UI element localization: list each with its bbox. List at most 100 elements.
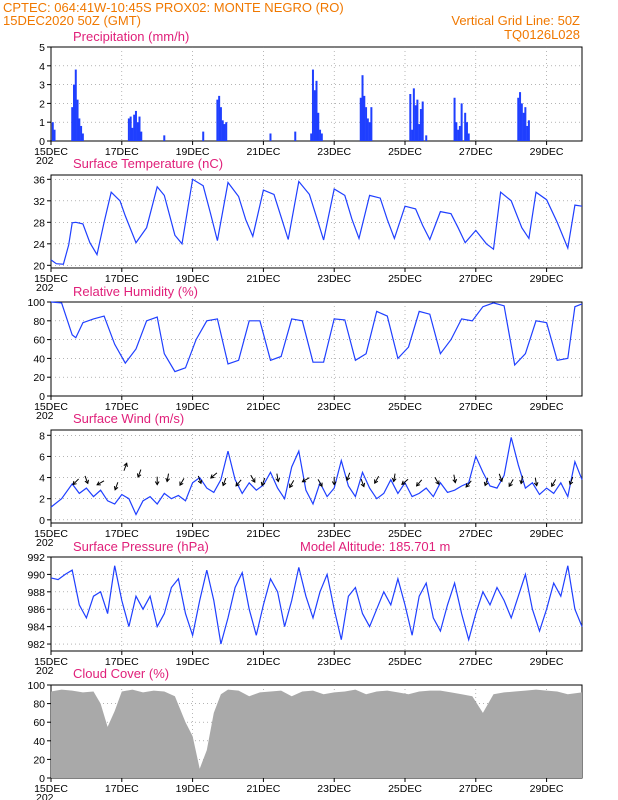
wind-arrow-shaft	[465, 480, 472, 488]
precipitation-bar	[416, 99, 419, 141]
pressure-xtick-label: 29DEC	[530, 656, 564, 668]
wind-arrow-head	[235, 482, 240, 487]
wind-title: Surface Wind (m/s)	[73, 411, 184, 426]
humidity-xtick-label: 17DEC	[105, 401, 139, 413]
pressure-xtick-label: 25DEC	[388, 656, 422, 668]
wind-arrow-head	[275, 477, 281, 483]
humidity-xtick-label: 25DEC	[388, 401, 422, 413]
precipitation-bar	[71, 107, 74, 141]
wind-arrow-head	[498, 477, 504, 483]
humidity-title: Relative Humidity (%)	[73, 284, 198, 299]
precipitation-title: Precipitation (mm/h)	[73, 29, 189, 44]
precipitation-bar	[464, 112, 467, 141]
cloud-cover-year-label: 202	[36, 792, 54, 800]
wind-arrow-head	[551, 482, 556, 488]
precipitation-bar	[320, 133, 323, 141]
humidity-series-line	[50, 301, 583, 373]
temperature-series-line	[50, 178, 583, 265]
temperature-ytick-label: 20	[33, 260, 45, 272]
wind-arrow-shaft	[569, 476, 574, 485]
wind-arrow-shaft	[484, 477, 489, 486]
wind-arrow-head	[96, 481, 101, 486]
wind-arrow-head	[123, 462, 128, 467]
wind-arrow	[96, 480, 105, 486]
wind-arrow	[136, 469, 142, 479]
wind-arrow-head	[568, 480, 574, 486]
wind-year-label: 202	[36, 537, 54, 549]
precipitation-ytick-label: 1	[39, 117, 45, 129]
wind-arrow-shaft	[261, 477, 266, 486]
wind-arrow-head	[289, 483, 294, 489]
pressure-series-line	[50, 565, 583, 645]
wind-arrow-shaft	[123, 463, 128, 471]
temperature-xtick-label: 21DEC	[246, 273, 280, 285]
precipitation-bar	[363, 95, 366, 141]
wind-arrow	[197, 475, 203, 485]
pressure-ytick-label: 984	[27, 622, 45, 634]
humidity-xtick-label: 27DEC	[459, 401, 493, 413]
precipitation-bar	[269, 133, 272, 141]
wind-series-line	[50, 437, 583, 516]
precipitation-bar	[458, 125, 461, 141]
wind-arrow	[275, 473, 281, 483]
precipitation-xtick-label: 29DEC	[530, 146, 564, 158]
cloud-cover-ytick-label: 60	[33, 717, 45, 729]
humidity-ytick-label: 0	[39, 391, 45, 403]
precipitation-bar	[221, 120, 224, 141]
wind-arrow-head	[260, 481, 266, 487]
precipitation-bar	[310, 133, 313, 141]
temperature-ytick-label: 28	[33, 217, 45, 229]
wind-arrow-head	[435, 480, 440, 486]
pressure-ytick-label: 982	[27, 639, 45, 651]
wind-arrow	[72, 478, 79, 486]
cloud-cover-panel: Cloud Cover (%) 0 20 40 60 80 100 15DEC 17DEC 19…	[27, 666, 583, 800]
precipitation-ytick-label: 5	[39, 42, 45, 54]
wind-arrow-shaft	[360, 478, 365, 487]
precipitation-bar	[517, 97, 520, 141]
cloud-cover-title: Cloud Cover (%)	[73, 666, 169, 681]
pressure-ytick-label: 986	[27, 604, 45, 616]
precipitation-bar	[359, 97, 362, 141]
wind-arrow-shaft	[401, 478, 409, 485]
wind-arrow	[113, 482, 119, 491]
cloud-cover-xtick-label: 17DEC	[105, 783, 139, 795]
temperature-ytick-label: 36	[33, 174, 45, 186]
precipitation-bar	[80, 125, 83, 141]
cloud-cover-xtick-label: 27DEC	[459, 783, 493, 795]
precipitation-xtick-label: 17DEC	[105, 146, 139, 158]
wind-arrow	[123, 462, 128, 471]
precipitation-bar	[53, 129, 56, 141]
precipitation-bar	[133, 114, 136, 141]
precipitation-bar	[425, 135, 428, 141]
wind-arrow-head	[401, 480, 406, 486]
temperature-ytick-label: 32	[33, 196, 45, 208]
precipitation-bar	[127, 118, 130, 141]
pressure-ytick-label: 988	[27, 587, 45, 599]
wind-arrow	[508, 479, 514, 488]
wind-arrow	[533, 477, 539, 487]
precipitation-bar	[370, 107, 373, 141]
wind-arrow-shaft	[179, 478, 185, 486]
cloud-cover-area	[51, 689, 582, 778]
precipitation-bar	[81, 133, 84, 141]
wind-arrow-head	[508, 482, 513, 488]
precipitation-bar	[457, 129, 460, 141]
humidity-year-label: 202	[36, 410, 54, 422]
wind-xtick-label: 15DEC	[34, 528, 68, 540]
wind-arrow	[374, 475, 380, 484]
precipitation-bar	[51, 122, 54, 141]
wind-arrow	[452, 474, 458, 484]
precipitation-xtick-label: 25DEC	[388, 146, 422, 158]
wind-arrow	[250, 474, 256, 483]
temperature-xtick-label: 25DEC	[388, 273, 422, 285]
temperature-xtick-label: 19DEC	[176, 273, 210, 285]
temperature-frame	[50, 174, 583, 269]
wind-xtick-label: 17DEC	[105, 528, 139, 540]
wind-arrow	[519, 475, 524, 485]
wind-arrow-head	[374, 479, 379, 484]
wind-xtick-label: 25DEC	[388, 528, 422, 540]
temperature-xtick-label: 17DEC	[105, 273, 139, 285]
precipitation-xtick-label: 19DEC	[176, 146, 210, 158]
precipitation-bar	[467, 133, 470, 141]
